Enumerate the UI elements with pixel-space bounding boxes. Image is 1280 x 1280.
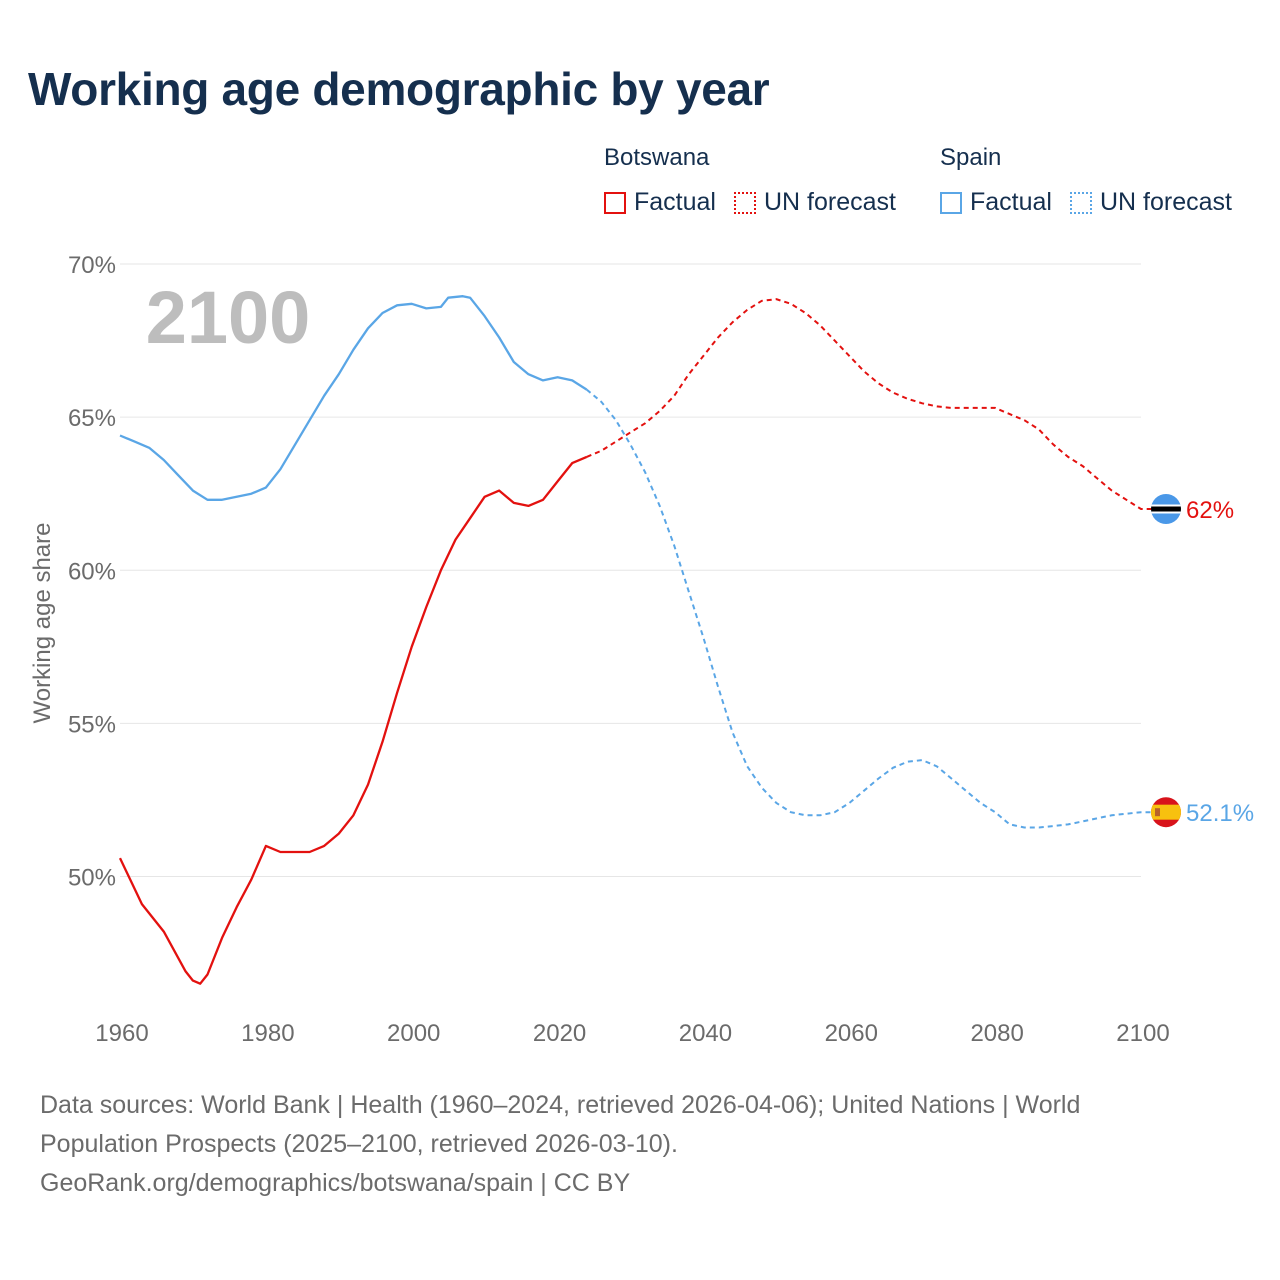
spain-factual-swatch: [940, 191, 962, 214]
legend-spain-factual[interactable]: Factual: [940, 188, 1052, 217]
legend-botswana: Botswana Factual UN forecast: [604, 144, 914, 217]
footer: Data sources: World Bank | Health (1960–…: [40, 1086, 1180, 1203]
x-tick-label: 2100: [1116, 1020, 1169, 1047]
botswana-flag-black: [1151, 506, 1181, 512]
y-axis-title: Working age share: [29, 523, 56, 724]
botswana-factual-line: [118, 455, 588, 985]
y-tick-label: 70%: [68, 252, 116, 279]
spain-flag-yellow: [1151, 804, 1181, 820]
spain-flag-emblem: [1155, 808, 1160, 817]
botswana-forecast-swatch: [733, 191, 756, 214]
y-tick-label: 65%: [68, 405, 116, 432]
grid-layer: [120, 263, 1141, 877]
legend-botswana-forecast[interactable]: UN forecast: [733, 188, 896, 217]
x-tick-label: 1960: [95, 1020, 148, 1047]
x-tick-label: 2060: [825, 1020, 878, 1047]
botswana-end-label: 62%: [1186, 497, 1234, 524]
y-tick-label: 55%: [68, 711, 116, 738]
spain-end-label: 52.1%: [1186, 800, 1254, 827]
spain-flag-icon: [1151, 797, 1181, 828]
spain-forecast-swatch: [1069, 191, 1092, 214]
legend-country-spain: Spain: [940, 144, 1002, 171]
x-tick-label: 2040: [679, 1020, 732, 1047]
legend-botswana-factual-label: Factual: [634, 188, 716, 216]
footer-credit[interactable]: GeoRank.org/demographics/botswana/spain …: [40, 1169, 631, 1197]
x-tick-label: 2080: [970, 1020, 1023, 1047]
spain-factual-line: [119, 295, 588, 501]
y-tick-layer: 70% 65% 60% 55% 50%: [68, 252, 116, 892]
legend-spain: Spain Factual UN forecast: [940, 144, 1232, 217]
year-watermark: 2100: [146, 276, 311, 359]
x-tick-label: 2020: [533, 1020, 586, 1047]
legend-spain-forecast-label: UN forecast: [1099, 188, 1232, 216]
y-tick-label: 50%: [68, 865, 116, 892]
x-tick-label: 1980: [241, 1020, 294, 1047]
botswana-factual-swatch: [604, 191, 626, 214]
legend-botswana-forecast-label: UN forecast: [763, 188, 896, 216]
spain-flag-body: [1151, 797, 1181, 828]
line-chart: 2100 Working age share 70% 65% 60% 55% 50% 1…: [29, 252, 1254, 1047]
y-tick-label: 60%: [68, 558, 116, 585]
legend-country-botswana: Botswana: [604, 144, 710, 171]
botswana-forecast-line: [586, 298, 1156, 510]
legend-spain-forecast[interactable]: UN forecast: [1069, 188, 1232, 217]
spain-forecast-line: [586, 388, 1156, 829]
footer-sources: Data sources: World Bank | Health (1960–…: [40, 1091, 1081, 1158]
series-layer: [118, 295, 1156, 985]
x-tick-label: 2000: [387, 1020, 440, 1047]
botswana-flag-icon: [1151, 494, 1181, 524]
page-title: Working age demographic by year: [28, 63, 770, 115]
legend-botswana-factual[interactable]: Factual: [604, 188, 716, 217]
legend-spain-factual-label: Factual: [970, 188, 1052, 216]
botswana-flag-body: [1151, 494, 1181, 524]
end-label-layer: 62% 52.1%: [1151, 494, 1254, 828]
x-tick-layer: 1960 1980 2000 2020 2040 2060 2080 2100: [95, 1020, 1169, 1047]
